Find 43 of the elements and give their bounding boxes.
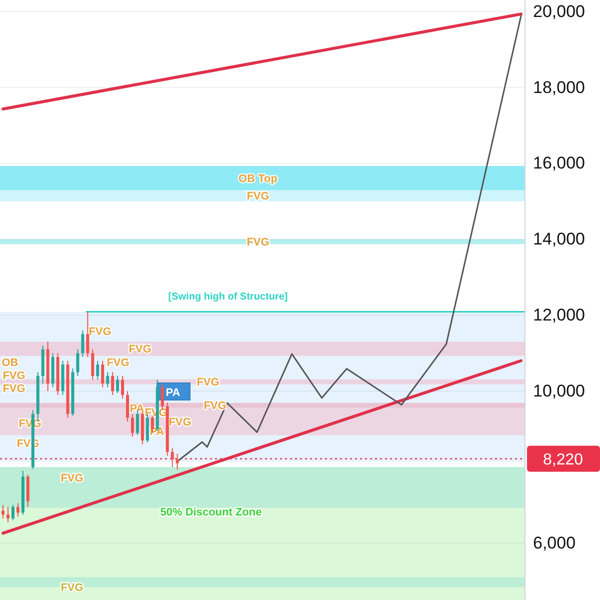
candlestick (121, 375, 124, 400)
y-tick-label: 12,000 (533, 306, 585, 325)
band-label: FVG (246, 236, 270, 249)
band-label: OB Top (238, 172, 278, 185)
candlestick (176, 453, 179, 470)
candlestick (106, 372, 110, 388)
candlestick (76, 348, 80, 376)
annotation: FVG (106, 356, 130, 369)
y-tick-label: 10,000 (533, 382, 585, 401)
band-label: 50% Discount Zone (160, 506, 262, 518)
y-tick-label: 6,000 (533, 533, 576, 552)
band-label: FVG (60, 472, 84, 484)
candlestick (6, 506, 10, 523)
y-tick-label: 14,000 (533, 230, 585, 249)
ref-line-label: [Swing high of Structure] (168, 291, 288, 302)
candlestick (101, 360, 104, 388)
ref-line-label: 8,220 (542, 451, 584, 468)
band-label: FVG (246, 190, 270, 203)
band-label: FVG (60, 582, 84, 594)
candlestick (96, 360, 100, 380)
candlestick (131, 413, 134, 438)
candlestick (126, 390, 130, 422)
annotation: FVG (2, 370, 26, 382)
annotation: OB (2, 356, 18, 369)
candlestick (116, 375, 120, 394)
candlestick (2, 504, 4, 519)
y-tick-label: 16,000 (533, 154, 585, 173)
band-label: FVG (168, 416, 192, 428)
y-tick-label: 18,000 (533, 78, 585, 97)
annotation: FVG (88, 326, 112, 338)
annotation: PA (166, 386, 180, 399)
band-label: FVG (196, 376, 220, 389)
band-label: FVG (128, 344, 152, 356)
annotation: PA (130, 402, 144, 415)
candlestick (86, 311, 90, 358)
candlestick (91, 348, 94, 380)
annotation: FVG (2, 382, 26, 395)
candlestick (81, 330, 84, 358)
candlestick (170, 448, 174, 468)
candlestick (11, 504, 14, 521)
candlestick (16, 502, 20, 517)
candlestick (111, 372, 114, 396)
y-tick-label: 20,000 (533, 2, 585, 21)
